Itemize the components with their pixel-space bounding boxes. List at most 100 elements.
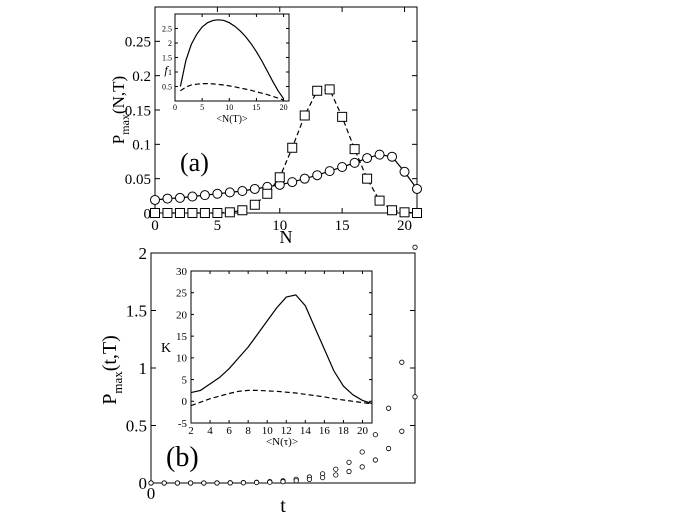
data-point-upper bbox=[359, 449, 365, 455]
data-point-lower bbox=[293, 478, 299, 484]
data-point-lower bbox=[214, 480, 220, 486]
data-point-squares-dashed bbox=[237, 205, 248, 216]
panel-a-y-ticks: 0 0.05 0.1 0.15 0.2 0.25 bbox=[125, 35, 417, 222]
data-point-circles-solid bbox=[174, 192, 185, 203]
data-point-lower bbox=[399, 428, 405, 434]
data-point-squares-dashed bbox=[387, 205, 398, 216]
data-point-upper bbox=[372, 432, 378, 438]
data-point-squares-dashed bbox=[412, 208, 422, 218]
data-point-lower bbox=[333, 472, 339, 478]
data-point-squares-dashed bbox=[274, 172, 285, 183]
data-point-lower bbox=[148, 480, 154, 486]
x-tick-label: 4 bbox=[207, 425, 213, 437]
data-point-circles-solid bbox=[312, 170, 323, 181]
data-point-squares-dashed bbox=[199, 208, 210, 218]
x-tick-label: 0 bbox=[173, 103, 177, 112]
data-point-circles-solid bbox=[337, 161, 348, 172]
panel-a-inset-series bbox=[179, 19, 285, 101]
panel-a: 0 5 10 15 20 00.050.10.150.20.25 N Pmax(N,T)… bbox=[109, 6, 422, 247]
data-point-lower bbox=[372, 457, 378, 463]
y-tick-label: 2 bbox=[168, 39, 172, 48]
data-point-lower bbox=[385, 445, 392, 452]
data-point-circles-solid bbox=[162, 193, 173, 204]
data-point-lower bbox=[306, 476, 312, 483]
y-tick-label: 0.05 bbox=[125, 172, 151, 188]
x-tick-label: 5 bbox=[214, 218, 222, 234]
data-point-squares-dashed bbox=[224, 207, 235, 218]
data-point-circles-solid bbox=[412, 183, 422, 194]
data-point-squares-dashed bbox=[162, 208, 173, 218]
x-tick-label: 20 bbox=[280, 103, 288, 112]
data-point-lower bbox=[267, 479, 273, 485]
data-point-squares-dashed bbox=[362, 173, 373, 184]
data-point-lower bbox=[412, 394, 418, 400]
data-point-circles-solid bbox=[387, 151, 398, 162]
x-tick-label: 8 bbox=[245, 425, 251, 437]
data-point-circles-solid bbox=[374, 149, 385, 160]
data-point-circles-solid bbox=[150, 194, 160, 205]
data-point-lower bbox=[161, 480, 167, 486]
panel-b-inset-frame bbox=[190, 270, 373, 424]
y-tick-label: -5 bbox=[178, 418, 188, 430]
series-line-solid bbox=[179, 19, 285, 100]
x-tick-label: 10 bbox=[272, 218, 287, 234]
data-point-squares-dashed bbox=[349, 144, 360, 155]
panel-b-y-ticks: 0 0.5 1 1.5 2 bbox=[126, 244, 415, 493]
y-tick-label: 15 bbox=[176, 331, 188, 343]
panel-b-inset-series bbox=[190, 294, 373, 407]
x-tick-label: 0 bbox=[151, 218, 159, 234]
data-point-squares-dashed bbox=[324, 84, 335, 95]
y-tick-label: 10 bbox=[176, 353, 188, 365]
y-tick-label: 5 bbox=[182, 374, 188, 386]
data-point-squares-dashed bbox=[374, 195, 385, 206]
y-tick-label: 2 bbox=[139, 244, 148, 263]
panel-b-ylabel: Pmax(t,T) bbox=[99, 335, 125, 405]
x-tick-label: 15 bbox=[335, 218, 350, 234]
y-tick-label: 30 bbox=[176, 266, 188, 278]
y-tick-label: 2.5 bbox=[162, 24, 172, 33]
data-point-circles-solid bbox=[249, 183, 260, 194]
y-tick-label: 1 bbox=[139, 359, 148, 378]
y-tick-label: 0 bbox=[144, 206, 152, 222]
data-point-circles-solid bbox=[362, 153, 373, 164]
data-point-squares-dashed bbox=[262, 188, 273, 199]
data-point-lower bbox=[174, 480, 180, 486]
data-point-circles-solid bbox=[224, 187, 235, 198]
data-point-squares-dashed bbox=[150, 208, 160, 218]
x-tick-label: 14 bbox=[300, 425, 312, 437]
data-point-upper bbox=[333, 466, 339, 472]
y-tick-label: 0.25 bbox=[125, 35, 151, 51]
y-tick-label: 0.1 bbox=[132, 138, 151, 154]
panel-a-inset: 0 5 10 15 20 0.5 1 1.5 2 2.5 <N(T)> f bbox=[162, 13, 290, 125]
data-point-squares-dashed bbox=[174, 208, 185, 218]
x-tick-label: 20 bbox=[357, 425, 369, 437]
y-tick-label: 1 bbox=[168, 68, 172, 77]
y-tick-label: 0.5 bbox=[162, 82, 172, 91]
panel-b-inset: 2 4 6 8 10 12 14 16 18 20 -5 0 5 10 15 20 25 30 <N(τ)> K bbox=[161, 266, 373, 448]
x-tick-label: 20 bbox=[397, 218, 412, 234]
data-point-upper bbox=[385, 405, 392, 411]
x-tick-label: 10 bbox=[225, 103, 233, 112]
y-tick-label: 1.5 bbox=[126, 301, 147, 320]
data-point-circles-solid bbox=[349, 157, 360, 168]
panel-b-inset-x-ticks: 2 4 6 8 10 12 14 16 18 20 bbox=[188, 271, 368, 437]
series-line-dashed bbox=[190, 389, 373, 407]
y-tick-label: 0.2 bbox=[132, 69, 151, 85]
panel-a-inset-x-ticks: 0 5 10 15 20 bbox=[173, 14, 288, 112]
data-point-circles-solid bbox=[212, 188, 223, 199]
data-point-lower bbox=[359, 464, 365, 470]
panel-b-series bbox=[148, 244, 418, 486]
data-point-lower bbox=[227, 480, 233, 486]
x-tick-label: 2 bbox=[188, 425, 194, 437]
panel-b: 0 0 0.5 1 1.5 2 t Pmax(t,T) (b) bbox=[99, 244, 418, 517]
y-tick-label: 0 bbox=[139, 474, 148, 493]
data-point-squares-dashed bbox=[212, 208, 223, 218]
data-point-circles-solid bbox=[324, 166, 335, 177]
y-tick-label: 20 bbox=[176, 309, 188, 321]
data-point-squares-dashed bbox=[187, 208, 198, 218]
panel-b-xlabel: t bbox=[280, 495, 286, 517]
data-point-circles-solid bbox=[187, 191, 198, 202]
series-line-squares-dashed bbox=[155, 88, 418, 214]
panel-b-label: (b) bbox=[166, 442, 199, 473]
